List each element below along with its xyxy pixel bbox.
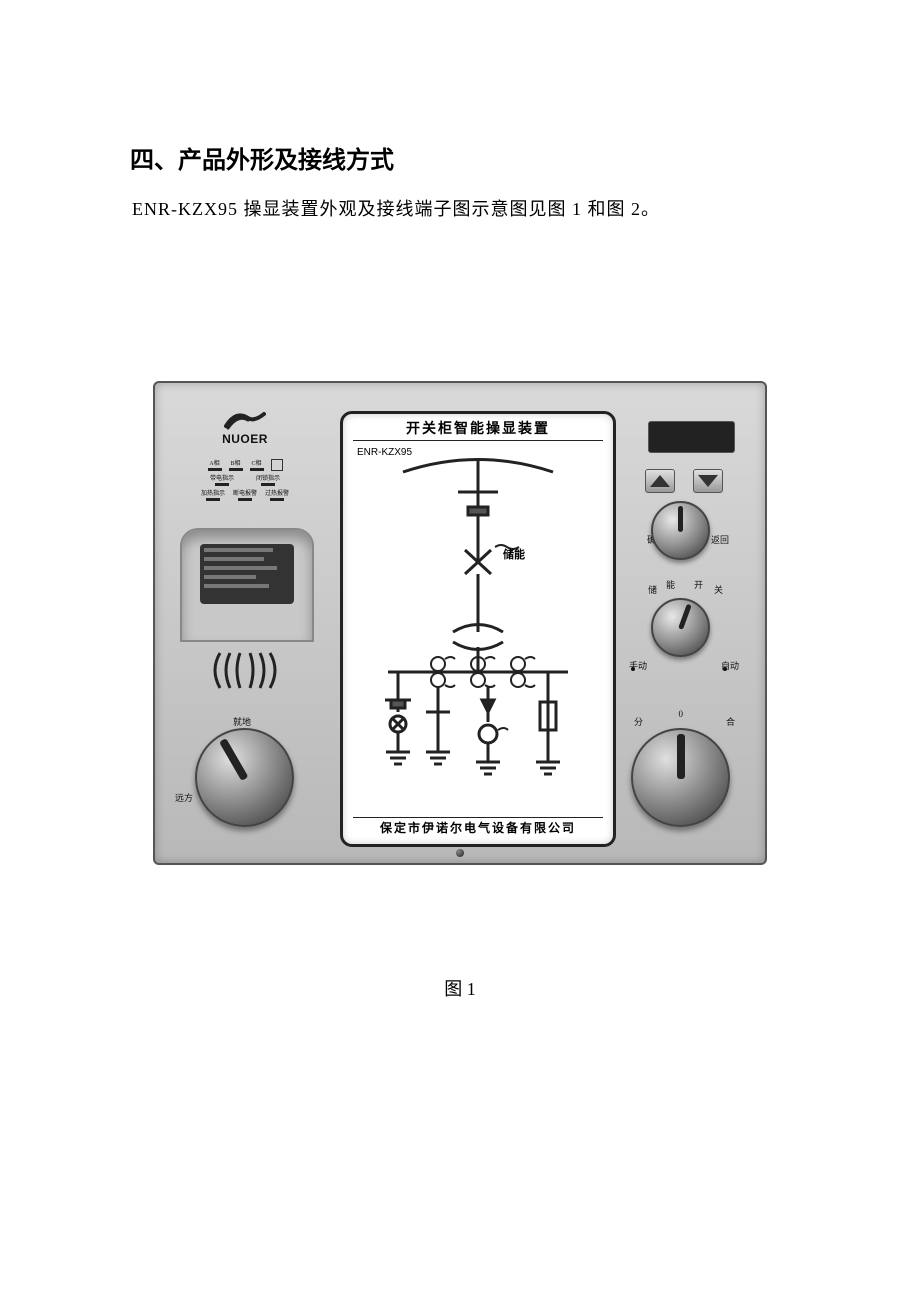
open-close-knob[interactable] <box>631 728 730 827</box>
phase-c-led <box>250 468 264 471</box>
lcd-display <box>180 528 314 642</box>
brand-logo: NUOER <box>185 408 305 446</box>
mode-neng-label: 能 <box>666 578 675 591</box>
poweroff-alarm-label: 断电报警 <box>233 488 257 497</box>
phase-b-led <box>229 468 243 471</box>
heat-indicator-label: 加热指示 <box>201 488 225 497</box>
phase-a-label: A相 <box>209 458 219 467</box>
local-remote-knob[interactable] <box>195 728 294 827</box>
local-label: 就地 <box>233 715 251 728</box>
mimic-screen: 开关柜智能操显装置 ENR-KZX95 <box>340 411 616 847</box>
mimic-title: 开关柜智能操显装置 <box>343 418 613 438</box>
nav-knob[interactable] <box>651 501 710 560</box>
down-arrow-icon <box>698 475 718 487</box>
down-button[interactable] <box>693 469 723 493</box>
mode-guan-label: 关 <box>714 583 723 596</box>
phase-c-label: C相 <box>251 458 261 467</box>
open-label: 分 <box>634 715 643 728</box>
speaker-grill <box>180 643 310 698</box>
speaker-icon <box>200 648 290 693</box>
single-line-diagram <box>343 452 613 812</box>
mode-kai-label: 开 <box>694 578 703 591</box>
up-arrow-icon <box>650 475 670 487</box>
live-indicator-label: 带电指示 <box>210 473 234 482</box>
logo-swoosh-icon <box>224 408 266 430</box>
numeric-display <box>648 421 735 453</box>
overheat-alarm-label: 过热报警 <box>265 488 289 497</box>
section-heading: 四、产品外形及接线方式 <box>130 140 790 175</box>
storage-energy-label: 储能 <box>503 546 525 562</box>
lock-indicator-led <box>261 483 275 486</box>
brand-name: NUOER <box>185 432 305 446</box>
live-indicator-led <box>215 483 229 486</box>
indicator-block: A相 B相 C相 带电指示 闭锁指示 加热指示 断电报警 过热报警 <box>180 458 310 513</box>
lock-indicator-label: 闭锁指示 <box>256 473 280 482</box>
zero-label: 0 <box>679 709 684 719</box>
mode-chu-label: 储 <box>648 583 657 596</box>
device-front-panel: NUOER A相 B相 C相 带电指示 闭锁指示 加热指示 断电报警 过热报警 <box>153 381 767 865</box>
panel-screw-icon <box>456 849 464 857</box>
document-page: 四、产品外形及接线方式 ENR-KZX95 操显装置外观及接线端子图示意图见图 … <box>0 0 920 1061</box>
figure-caption: 图 1 <box>130 975 790 1001</box>
indicator-square-icon <box>271 459 283 471</box>
close-label: 合 <box>726 715 735 728</box>
up-button[interactable] <box>645 469 675 493</box>
back-label: 返回 <box>711 533 729 546</box>
device-figure: NUOER A相 B相 C相 带电指示 闭锁指示 加热指示 断电报警 过热报警 <box>130 381 790 865</box>
overheat-led <box>270 498 284 501</box>
manufacturer-footer: 保定市伊诺尔电气设备有限公司 <box>343 819 613 836</box>
poweroff-led <box>238 498 252 501</box>
intro-paragraph: ENR-KZX95 操显装置外观及接线端子图示意图见图 1 和图 2。 <box>132 195 790 221</box>
phase-b-label: B相 <box>230 458 240 467</box>
mode-knob[interactable] <box>651 598 710 657</box>
remote-label: 远方 <box>175 791 193 804</box>
heat-led <box>206 498 220 501</box>
phase-a-led <box>208 468 222 471</box>
lcd-content-lines <box>204 548 290 600</box>
